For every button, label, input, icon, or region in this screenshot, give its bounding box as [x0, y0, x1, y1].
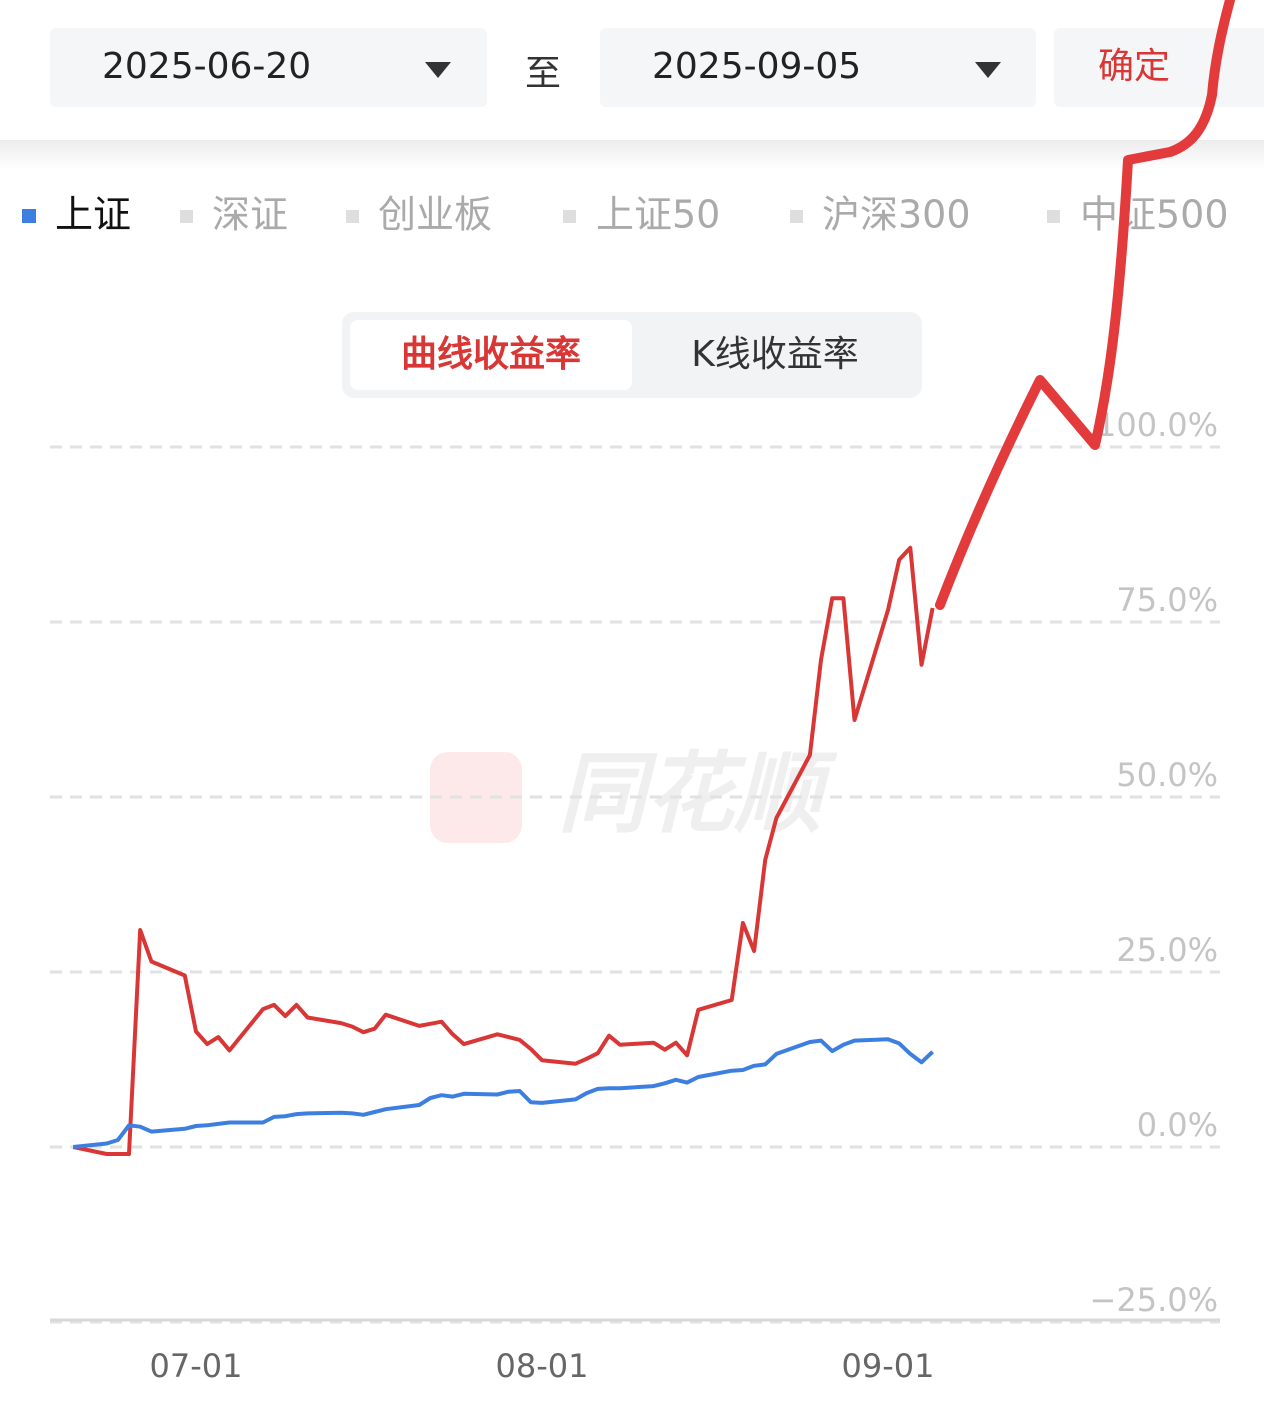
legend-swatch [563, 210, 576, 223]
legend-label: 中证500 [1080, 193, 1229, 237]
legend-swatch [22, 209, 36, 223]
x-tick-label: 07-01 [150, 1347, 243, 1385]
legend: 上证 深证 创业板 上证50 沪深300 中证500 [22, 193, 1229, 237]
end-date-picker[interactable] [600, 28, 1036, 107]
legend-label: 上证 [55, 193, 131, 237]
confirm-label: 确定 [1098, 46, 1170, 87]
legend-swatch [1047, 210, 1060, 223]
start-date-picker[interactable] [50, 28, 487, 107]
y-tick-label: 0.0% [1137, 1106, 1218, 1144]
y-tick-label: 75.0% [1116, 581, 1218, 619]
separator: 至 [525, 53, 561, 94]
start-date: 2025-06-20 [102, 46, 311, 87]
y-tick-label: 100.0% [1096, 406, 1218, 444]
legend-swatch [346, 210, 359, 223]
legend-label: 沪深300 [822, 193, 971, 237]
dropdown-arrow [425, 62, 451, 78]
legend-label: 深证 [212, 193, 288, 237]
series-line [72, 1037, 934, 1149]
series-line [72, 545, 935, 1156]
tab-label: 曲线收益率 [401, 334, 581, 375]
legend-label: 上证50 [596, 193, 720, 237]
legend-label: 创业板 [378, 193, 492, 237]
legend-swatch [180, 210, 193, 223]
x-tick-label: 09-01 [842, 1347, 935, 1385]
watermark: 同花顺 [558, 742, 838, 845]
legend-swatch [790, 210, 803, 223]
tab-label: K线收益率 [691, 334, 859, 375]
tab-active[interactable] [350, 320, 632, 390]
header-shadow [0, 140, 1264, 170]
plot: −25.0% 0.0% 25.0% 50.0% 75.0% 100.0% 07-01 08-0… [50, 406, 1220, 1385]
x-tick-label: 08-01 [496, 1347, 589, 1385]
y-tick-label: 25.0% [1116, 931, 1218, 969]
end-date: 2025-09-05 [652, 46, 861, 87]
y-tick-label: 50.0% [1116, 756, 1218, 794]
y-tick-label: −25.0% [1090, 1281, 1218, 1319]
dropdown-arrow [975, 62, 1001, 78]
hand-drawn-annotation [935, 0, 1235, 610]
